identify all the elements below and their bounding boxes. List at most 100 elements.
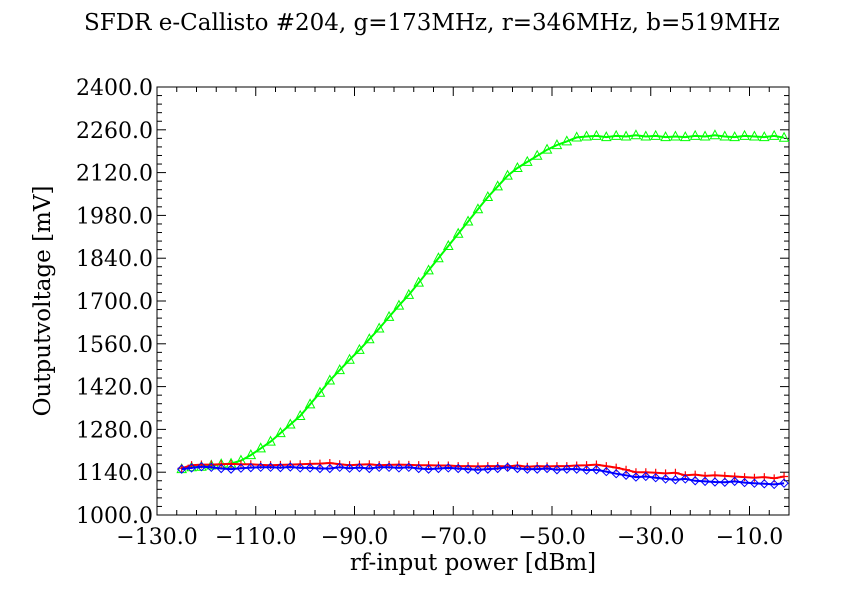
y-tick-label: 1420.0 — [76, 376, 153, 401]
data-point — [729, 131, 741, 142]
data-point — [285, 462, 296, 472]
data-point — [522, 464, 533, 474]
data-point — [265, 435, 276, 446]
data-point — [373, 322, 385, 333]
data-point — [582, 461, 591, 470]
data-point — [473, 465, 483, 475]
data-point — [739, 129, 750, 140]
data-point — [768, 129, 780, 140]
data-point — [463, 464, 473, 474]
data-point — [521, 155, 533, 166]
data-point — [759, 479, 770, 489]
data-point — [561, 135, 573, 146]
data-point — [403, 288, 415, 299]
data-point — [670, 130, 681, 141]
data-point — [423, 464, 434, 474]
data-point — [531, 149, 543, 160]
x-tick-label: −110.0 — [215, 525, 296, 550]
data-point — [641, 471, 651, 482]
data-point — [611, 469, 621, 479]
data-point — [719, 130, 731, 141]
data-point — [729, 476, 740, 487]
x-tick-label: −70.0 — [420, 525, 487, 550]
data-point — [196, 461, 207, 472]
data-point — [621, 470, 631, 480]
series-0 — [176, 129, 790, 474]
data-point — [581, 130, 592, 141]
data-point — [354, 343, 365, 354]
data-point — [334, 462, 345, 473]
data-point — [255, 462, 266, 473]
series-line — [181, 465, 785, 486]
data-point — [620, 130, 632, 141]
data-point — [227, 459, 236, 468]
data-point — [562, 464, 572, 474]
x-tick-label: −50.0 — [518, 525, 585, 550]
data-point — [602, 462, 611, 471]
data-point — [679, 131, 691, 142]
data-point — [552, 465, 562, 475]
data-point — [315, 463, 325, 474]
data-point — [364, 463, 375, 474]
data-point — [363, 333, 375, 344]
data-point — [758, 131, 770, 142]
data-point — [700, 476, 710, 487]
data-point — [383, 310, 395, 321]
data-point — [778, 131, 790, 142]
data-point — [699, 130, 711, 141]
x-tick-label: −10.0 — [716, 525, 783, 550]
y-tick-label: 1980.0 — [76, 204, 153, 229]
data-point — [284, 418, 296, 429]
data-point — [622, 465, 631, 474]
data-point — [631, 472, 641, 482]
data-point — [591, 129, 602, 140]
data-point — [472, 203, 484, 214]
data-point — [275, 426, 286, 438]
data-point — [404, 462, 414, 473]
data-point — [541, 143, 553, 154]
data-point — [631, 468, 640, 477]
data-point — [453, 463, 463, 474]
data-point — [206, 462, 217, 473]
y-tick-label: 2260.0 — [76, 119, 153, 144]
data-point — [344, 353, 355, 364]
data-point — [433, 252, 444, 263]
data-point — [730, 472, 739, 481]
data-series — [176, 129, 790, 490]
data-point — [670, 475, 681, 485]
data-point — [750, 473, 759, 482]
y-tick-label: 1840.0 — [76, 247, 153, 272]
data-point — [512, 463, 523, 474]
data-point — [601, 466, 612, 477]
chart-title: SFDR e-Callisto #204, g=173MHz, r=346MHz… — [84, 10, 780, 36]
data-point — [334, 364, 346, 375]
x-tick-labels: −130.0 −110.0 −90.0 −70.0 −50.0 −30.0 −10.0 — [116, 525, 783, 550]
x-tick-label: −90.0 — [321, 525, 388, 550]
data-point — [551, 139, 563, 150]
data-point — [294, 409, 306, 420]
data-point — [600, 131, 612, 142]
y-tick-label: 1140.0 — [76, 461, 153, 486]
data-point — [384, 462, 394, 473]
data-point — [720, 477, 730, 487]
data-point — [226, 464, 236, 474]
data-point — [255, 442, 267, 453]
data-point — [324, 374, 336, 385]
data-point — [186, 463, 197, 473]
data-point — [275, 462, 286, 473]
data-point — [492, 463, 503, 474]
data-point — [749, 478, 760, 488]
data-point — [680, 474, 691, 484]
data-point — [591, 465, 602, 475]
data-point — [710, 477, 720, 487]
data-point — [482, 190, 494, 202]
y-tick-label: 1000.0 — [76, 504, 153, 529]
data-point — [265, 462, 276, 473]
data-point — [216, 463, 226, 474]
data-point — [176, 464, 187, 474]
data-point — [295, 463, 305, 473]
axis-ticks — [156, 86, 789, 516]
data-point — [709, 129, 721, 140]
data-point — [592, 460, 601, 469]
